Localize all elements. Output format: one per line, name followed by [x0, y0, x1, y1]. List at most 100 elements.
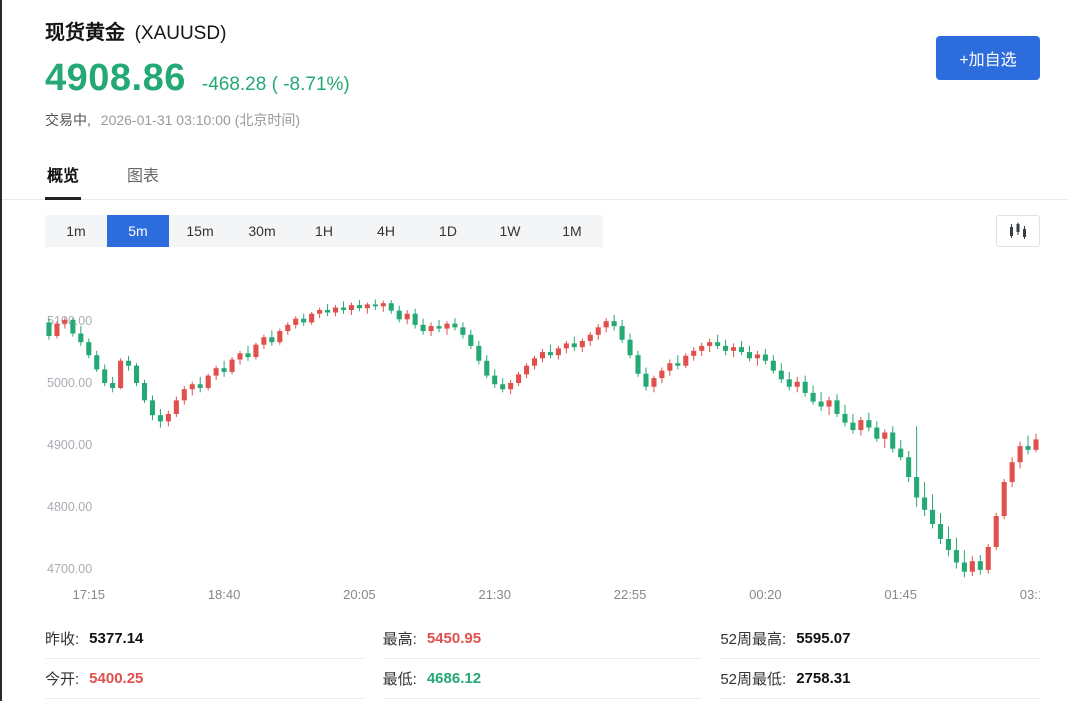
candle-body	[985, 546, 991, 570]
candle-body	[460, 327, 466, 335]
timeframe-15m[interactable]: 15m	[186, 223, 214, 239]
x-axis-label: 21:30	[478, 587, 512, 602]
x-axis-label: 17:15	[72, 587, 106, 602]
candle-body	[157, 415, 163, 422]
add-watchlist-button[interactable]: +加自选	[936, 36, 1040, 80]
candle-body	[595, 327, 601, 335]
stat-prev-close-label: 昨收:	[45, 631, 80, 648]
candle-body	[977, 561, 983, 570]
timeframe-1d[interactable]: 1D	[439, 223, 457, 239]
candle-body	[683, 355, 689, 366]
candle-body	[993, 516, 999, 547]
stat-prev-close-value: 5377.14	[89, 630, 144, 647]
candle-body	[436, 326, 442, 329]
timeframe-1w[interactable]: 1W	[499, 223, 521, 239]
candle-body	[842, 413, 848, 423]
candle-body	[826, 400, 832, 407]
candle-body	[102, 369, 108, 384]
timeframe-1h[interactable]: 1H	[315, 223, 333, 239]
candle-body	[818, 401, 824, 407]
candle-body	[794, 381, 800, 387]
candle-body	[611, 321, 617, 327]
candle-body	[579, 340, 585, 348]
candle-body	[261, 337, 267, 345]
stat-high-label: 最高:	[382, 631, 417, 648]
candle-body	[715, 342, 721, 346]
candle-body	[1033, 439, 1039, 450]
candle-body	[245, 353, 251, 358]
stat-52wk-high: 52周最高: 5595.07	[720, 619, 1041, 659]
candle-body	[197, 384, 203, 388]
candlestick-chart[interactable]	[45, 263, 1040, 581]
stats-panel: 昨收: 5377.14 今开: 5400.25 最高: 5450.95 最低: …	[45, 619, 1041, 699]
candle-body	[317, 310, 323, 314]
candle-body	[388, 303, 394, 311]
stat-open-label: 今开:	[45, 671, 80, 688]
tab-chart[interactable]: 图表	[127, 168, 160, 185]
chart-area: 5100.00 5000.00 4900.00 4800.00 4700.00	[45, 263, 1040, 581]
timeframe-1m[interactable]: 1m	[66, 223, 86, 239]
candle-body	[253, 344, 259, 358]
candle-body	[205, 375, 211, 388]
x-axis-label: 18:40	[207, 587, 241, 602]
current-price: 4908.86	[45, 57, 186, 99]
candle-body	[667, 363, 673, 371]
candle-body	[221, 368, 227, 372]
candle-body	[699, 345, 705, 351]
candle-body	[126, 360, 132, 366]
candle-body	[882, 432, 888, 439]
instrument-symbol: (XAUUSD)	[134, 23, 227, 44]
candle-body	[754, 354, 760, 359]
candle-body	[332, 307, 339, 313]
candle-body	[78, 333, 84, 343]
candle-body	[571, 343, 577, 348]
candle-body	[914, 477, 920, 498]
timeframe-30m[interactable]: 30m	[248, 223, 276, 239]
stat-low-value: 4686.12	[426, 670, 482, 687]
candle-body	[356, 305, 362, 309]
candle-body	[587, 334, 593, 341]
timeframe-5m[interactable]: 5m	[107, 215, 169, 247]
stat-open: 今开: 5400.25	[45, 659, 365, 699]
candle-body	[293, 318, 299, 325]
candle-body	[619, 326, 625, 340]
candle-body	[691, 350, 697, 356]
candle-body	[555, 348, 561, 356]
candle-body	[301, 318, 307, 323]
timeframe-4h[interactable]: 4H	[377, 223, 395, 239]
stat-52wk-low: 52周最低: 2758.31	[720, 659, 1041, 699]
tab-overview[interactable]: 概览	[45, 158, 82, 200]
candle-body	[730, 347, 737, 351]
timeframe-1mo[interactable]: 1M	[562, 223, 582, 239]
stat-high: 最高: 5450.95	[382, 619, 703, 659]
candle-body	[46, 322, 52, 336]
candle-body	[1017, 446, 1023, 463]
candle-body	[858, 420, 864, 431]
candle-body	[133, 365, 140, 384]
page-title: 现货黄金 (XAUUSD)	[45, 16, 1040, 45]
x-axis-label: 00:20	[749, 587, 782, 602]
candle-body	[810, 392, 816, 402]
candle-body	[118, 360, 124, 388]
candle-body	[229, 359, 235, 372]
candle-body	[277, 331, 283, 343]
stat-high-value: 5450.95	[426, 630, 482, 647]
candle-body	[635, 355, 641, 374]
stat-prev-close: 昨收: 5377.14	[45, 619, 365, 659]
candle-body	[340, 307, 347, 311]
candle-body	[834, 400, 840, 414]
candle-body	[1009, 462, 1015, 483]
candle-body	[468, 334, 474, 346]
candle-body	[173, 400, 179, 414]
candle-body	[420, 324, 426, 332]
candle-body	[492, 375, 498, 385]
chart-style-button[interactable]	[996, 215, 1040, 247]
candle-body	[110, 383, 116, 388]
candle-body	[563, 343, 569, 349]
candle-body	[428, 326, 434, 332]
stats-column-1: 昨收: 5377.14 今开: 5400.25	[45, 619, 365, 699]
candle-body	[778, 370, 784, 380]
candle-body	[325, 310, 331, 313]
candle-body	[396, 310, 402, 320]
